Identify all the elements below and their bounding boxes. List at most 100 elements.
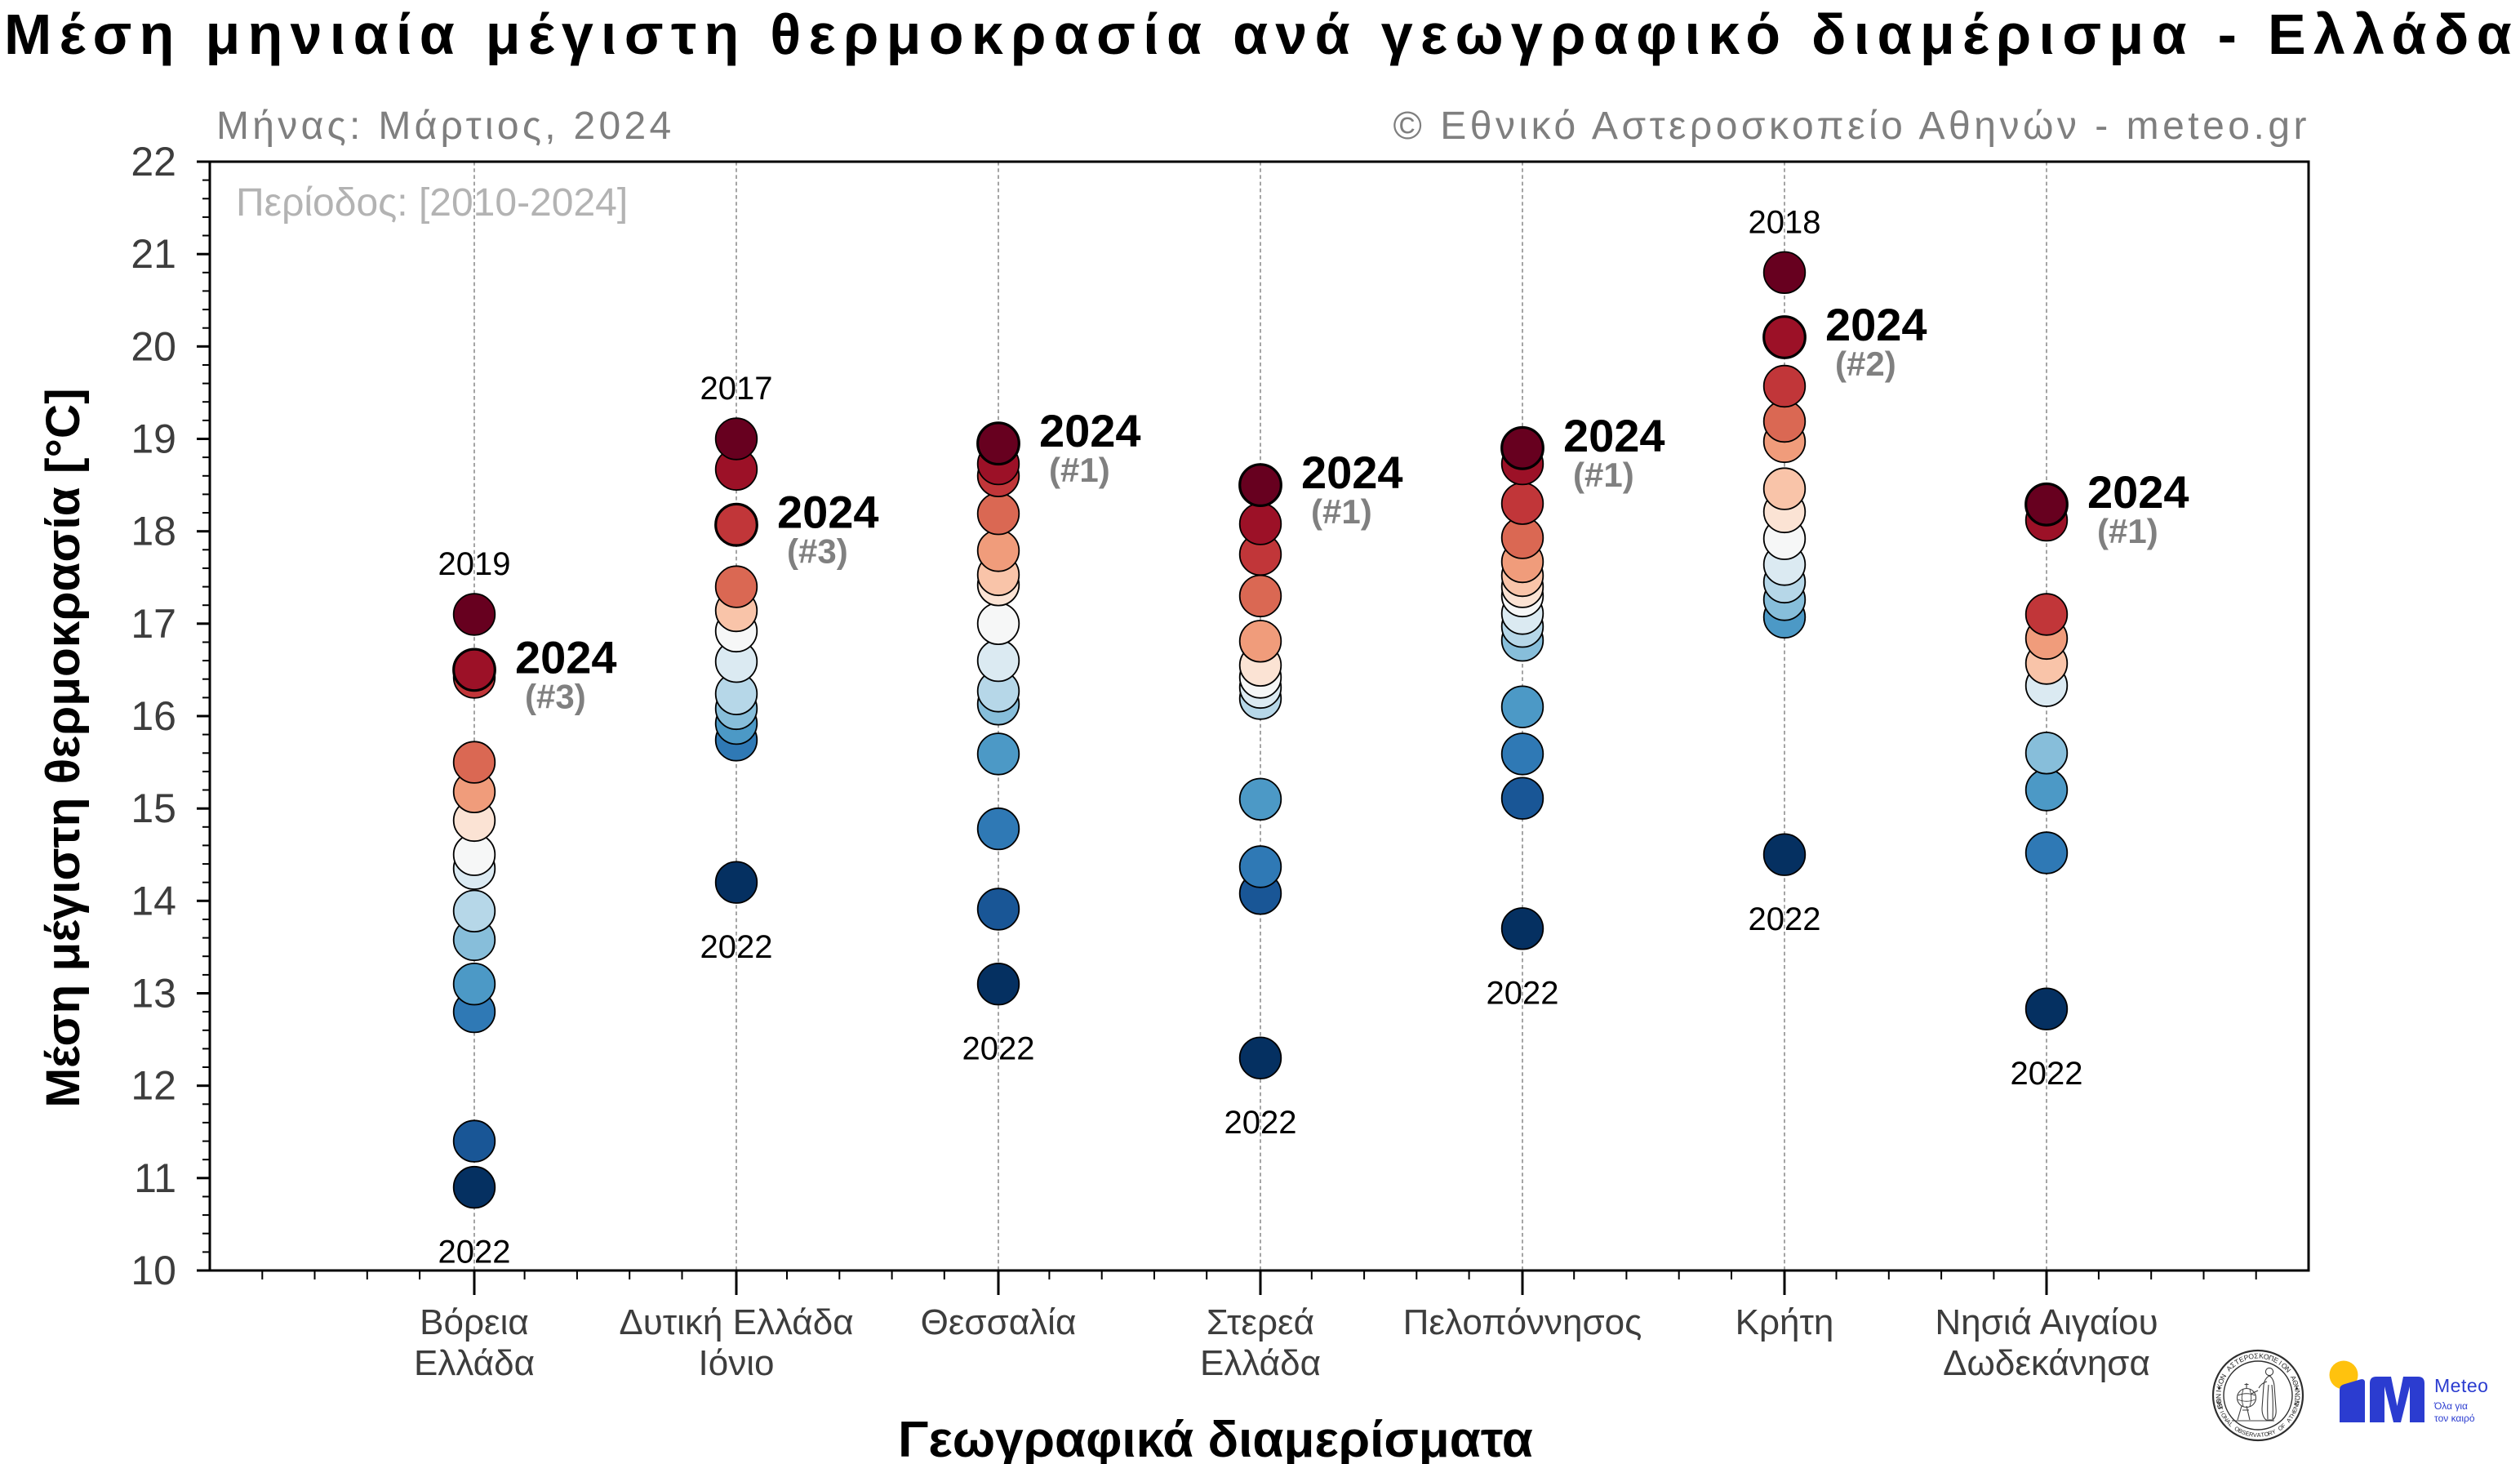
svg-text:Ν: Ν	[2283, 1365, 2293, 1374]
svg-text:(#1): (#1)	[1049, 451, 1110, 489]
svg-text:N: N	[2291, 1404, 2300, 1410]
svg-text:2024: 2024	[777, 487, 879, 538]
svg-text:Ε: Ε	[2272, 1355, 2280, 1365]
svg-text:Ε: Ε	[2216, 1403, 2224, 1410]
svg-text:I: I	[2218, 1409, 2225, 1414]
svg-text:H: H	[2289, 1410, 2297, 1417]
svg-text:A: A	[2285, 1417, 2293, 1425]
svg-text:2022: 2022	[438, 1234, 511, 1270]
svg-text:L: L	[2227, 1421, 2234, 1428]
svg-text:A: A	[2216, 1402, 2224, 1408]
svg-text:10: 10	[131, 1248, 176, 1293]
svg-text:τον καιρό: τον καιρό	[2434, 1413, 2475, 1424]
svg-text:2024: 2024	[1563, 410, 1665, 461]
svg-text:Κ: Κ	[2215, 1382, 2224, 1389]
svg-text:2022: 2022	[1749, 901, 1821, 937]
svg-text:Ο: Ο	[2216, 1377, 2226, 1385]
svg-text:11: 11	[134, 1155, 176, 1201]
svg-text:2022: 2022	[962, 1031, 1035, 1067]
svg-text:Σ: Σ	[2254, 1351, 2259, 1359]
svg-text:2022: 2022	[2011, 1056, 2083, 1092]
svg-text:(#1): (#1)	[1311, 492, 1372, 531]
svg-text:E: E	[2245, 1430, 2251, 1438]
svg-text:Θεσσαλία: Θεσσαλία	[921, 1302, 1077, 1342]
svg-text:Meteo: Meteo	[2434, 1375, 2488, 1396]
svg-text:Ν: Ν	[2292, 1399, 2301, 1406]
svg-text:O: O	[2233, 1425, 2242, 1434]
svg-text:Πελοπόννησος: Πελοπόννησος	[1403, 1302, 1642, 1342]
svg-text:Ελλάδα: Ελλάδα	[414, 1343, 535, 1383]
svg-text:Ο: Ο	[2248, 1352, 2256, 1361]
svg-text:Ο: Ο	[2280, 1361, 2290, 1371]
svg-text:Π: Π	[2268, 1354, 2275, 1364]
svg-text:Σ: Σ	[2229, 1360, 2237, 1369]
svg-text:O: O	[2220, 1412, 2229, 1420]
svg-text:F: F	[2280, 1422, 2288, 1430]
svg-text:N: N	[2221, 1415, 2229, 1422]
svg-text:(#1): (#1)	[1573, 456, 1634, 494]
svg-text:Ι: Ι	[2215, 1390, 2223, 1392]
svg-text:Ε: Ε	[2238, 1355, 2246, 1364]
svg-text:Ιόνιο: Ιόνιο	[699, 1343, 775, 1383]
svg-text:R: R	[2267, 1429, 2273, 1437]
svg-text:B: B	[2237, 1426, 2243, 1435]
svg-text:Δωδεκάνησα: Δωδεκάνησα	[1943, 1343, 2150, 1383]
svg-text:22: 22	[131, 139, 176, 185]
svg-text:2022: 2022	[700, 929, 773, 965]
svg-text:Περίοδος: [2010-2024]: Περίοδος: [2010-2024]	[236, 181, 628, 225]
svg-text:Θ: Θ	[2291, 1379, 2300, 1387]
svg-text:R: R	[2248, 1431, 2254, 1439]
svg-text:T: T	[2216, 1405, 2224, 1412]
svg-text:Μέση μηνιαία μέγιστη θερμοκρασ: Μέση μηνιαία μέγιστη θερμοκρασία ανά γεω…	[4, 2, 2519, 66]
svg-text:13: 13	[131, 971, 176, 1017]
svg-text:Γεωγραφικά διαμερίσματα: Γεωγραφικά διαμερίσματα	[898, 1412, 1533, 1464]
svg-text:Δυτική Ελλάδα: Δυτική Ελλάδα	[619, 1302, 853, 1342]
svg-text:Κρήτη: Κρήτη	[1736, 1302, 1834, 1342]
svg-text:Α: Α	[2224, 1364, 2233, 1373]
svg-text:2018: 2018	[1749, 205, 1821, 241]
svg-text:Κ: Κ	[2259, 1351, 2264, 1359]
svg-text:A: A	[2224, 1417, 2233, 1426]
svg-text:(#3): (#3)	[525, 677, 586, 715]
svg-text:(#3): (#3)	[787, 532, 848, 571]
svg-text:S: S	[2293, 1400, 2301, 1406]
svg-text:Ελλάδα: Ελλάδα	[1200, 1343, 1321, 1383]
svg-text:T: T	[2260, 1431, 2265, 1439]
svg-text:Στερεά: Στερεά	[1207, 1302, 1314, 1342]
svg-text:2017: 2017	[700, 371, 773, 407]
svg-text:T: T	[2287, 1413, 2296, 1421]
svg-text:N: N	[2215, 1399, 2223, 1404]
svg-text:Όλα για: Όλα για	[2433, 1400, 2468, 1412]
svg-text:A: A	[2257, 1431, 2261, 1439]
svg-text:(#1): (#1)	[2097, 512, 2158, 550]
svg-text:15: 15	[131, 785, 176, 831]
svg-text:Ν: Ν	[2214, 1394, 2222, 1399]
svg-text:19: 19	[131, 416, 176, 462]
svg-text:2019: 2019	[438, 546, 511, 582]
svg-text:14: 14	[131, 878, 176, 923]
svg-text:2024: 2024	[1039, 405, 1141, 456]
svg-text:18: 18	[131, 509, 176, 554]
svg-text:2022: 2022	[1487, 976, 1559, 1012]
svg-text:2022: 2022	[1224, 1105, 1297, 1141]
svg-text:Ν: Ν	[2218, 1373, 2228, 1381]
svg-text:Θ: Θ	[2215, 1398, 2224, 1404]
svg-text:Νησιά Αιγαίου: Νησιά Αιγαίου	[1935, 1302, 2158, 1342]
svg-text:Ω: Ω	[2293, 1395, 2301, 1402]
svg-text:21: 21	[131, 231, 176, 277]
svg-text:2024: 2024	[515, 631, 617, 683]
svg-text:Μέση μέγιστη θερμοκρασία [°C]: Μέση μέγιστη θερμοκρασία [°C]	[37, 388, 90, 1107]
svg-text:E: E	[2291, 1407, 2299, 1413]
svg-text:V: V	[2253, 1431, 2258, 1439]
svg-text:O: O	[2277, 1423, 2285, 1432]
svg-text:© Εθνικό Αστεροσκοπείο Αθηνών: © Εθνικό Αστεροσκοπείο Αθηνών - meteo.gr	[1393, 105, 2310, 148]
svg-text:Ν: Ν	[2293, 1390, 2301, 1395]
svg-text:20: 20	[131, 323, 176, 369]
svg-text:17: 17	[131, 601, 176, 647]
svg-text:Ι: Ι	[2278, 1359, 2284, 1367]
svg-text:2024: 2024	[2087, 466, 2189, 518]
svg-text:2024: 2024	[1301, 447, 1403, 498]
svg-text:O: O	[2264, 1430, 2270, 1438]
svg-text:Y: Y	[2270, 1427, 2277, 1435]
svg-text:S: S	[2241, 1428, 2247, 1436]
